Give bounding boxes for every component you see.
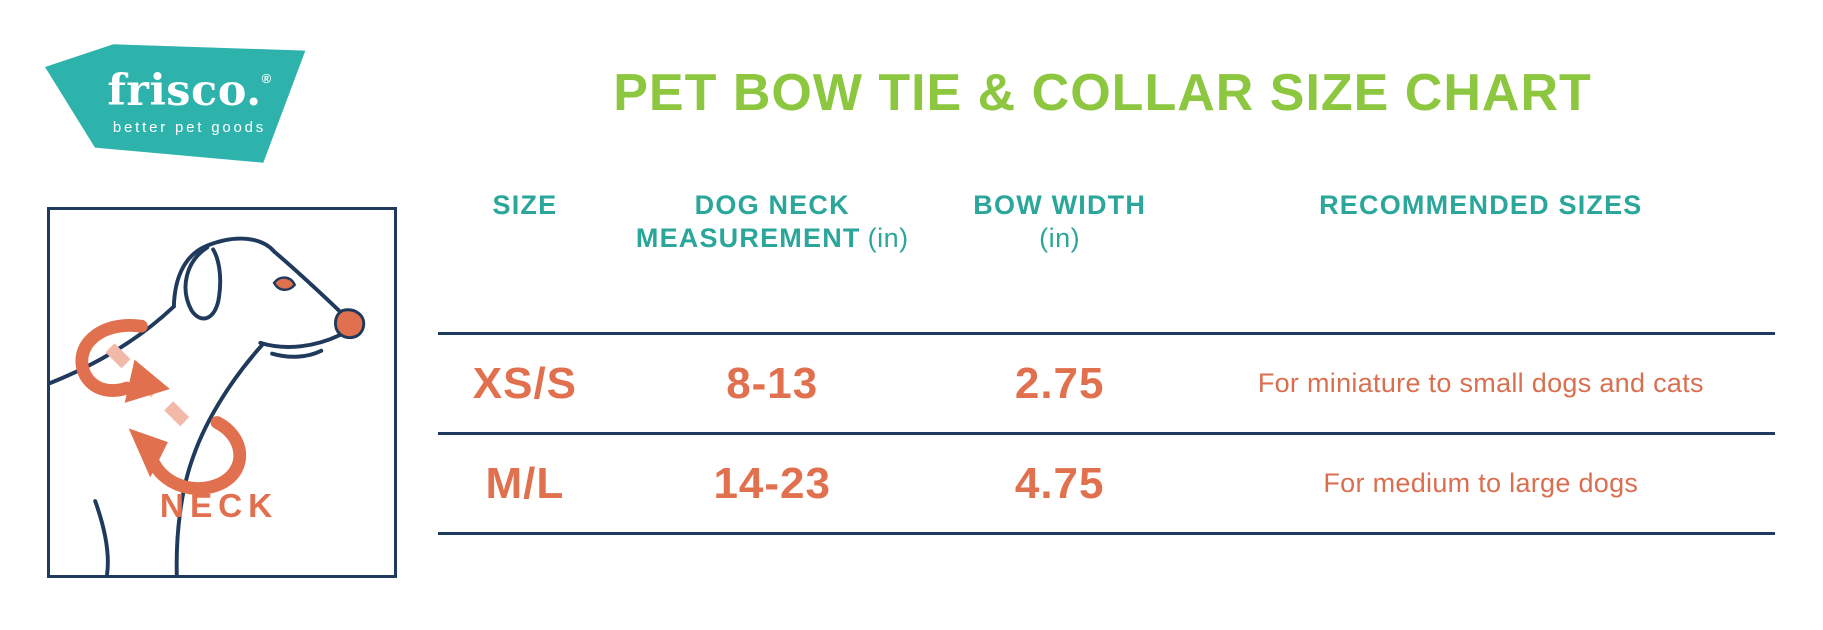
cell-neck-measurement: 8-13 <box>726 358 819 408</box>
cell-neck-measurement: 14-23 <box>713 458 831 508</box>
header-size-line1: SIZE <box>492 190 558 220</box>
measuring-arrow-bottom-arc <box>147 416 247 495</box>
header-neck-line2-bold: MEASUREMENT <box>635 222 861 253</box>
header-recommended-line1: RECOMMENDED SIZES <box>1319 190 1643 220</box>
header-bow-line1: BOW WIDTH <box>973 190 1147 220</box>
header-cell-size: SIZE <box>438 185 612 222</box>
cell-bow-width: 4.75 <box>1014 458 1105 508</box>
neck-label: NECK <box>160 488 278 525</box>
page-title: PET BOW TIE & COLLAR SIZE CHART <box>613 64 1592 122</box>
dog-lip <box>270 348 324 359</box>
dog-chest-line <box>93 499 110 575</box>
header-cell-recommended-sizes: RECOMMENDED SIZES <box>1187 185 1775 222</box>
measuring-arrow-bottom-head <box>128 428 168 478</box>
measuring-arrow-top-head <box>124 359 170 403</box>
dog-nose <box>334 308 366 340</box>
size-chart-table: SIZE DOG NECK MEASUREMENT (in) BOW WIDTH … <box>438 185 1775 535</box>
table-header-row: SIZE DOG NECK MEASUREMENT (in) BOW WIDTH … <box>438 185 1775 332</box>
dog-head-line <box>171 236 351 323</box>
cell-recommended: For medium to large dogs <box>1323 468 1639 498</box>
registered-mark: ® <box>261 71 272 86</box>
dog-back-line <box>50 304 176 386</box>
header-neck-line1: DOG NECK <box>694 190 850 220</box>
cell-size: XS/S <box>472 358 578 408</box>
brand-tagline: better pet goods <box>112 119 267 136</box>
brand-name: frisco.® <box>107 70 271 113</box>
table-row-xs-s: XS/S 8-13 2.75 For miniature to small do… <box>438 332 1775 432</box>
header-neck-unit: (in) <box>867 222 909 253</box>
header-bow-line2: (in) <box>933 222 1187 255</box>
dog-neck-illustration: NECK <box>47 207 397 578</box>
measuring-arrow-top-arc <box>75 318 148 397</box>
cell-bow-width: 2.75 <box>1014 358 1105 408</box>
cell-recommended: For miniature to small dogs and cats <box>1257 368 1704 398</box>
dog-illustration-svg: NECK <box>50 236 366 575</box>
dog-throat-line <box>174 342 265 575</box>
dog-outline <box>50 236 351 575</box>
header-neck-line2: MEASUREMENT (in) <box>612 222 933 255</box>
dog-mouth <box>258 333 342 349</box>
cell-size: M/L <box>485 458 565 508</box>
table-row-m-l: M/L 14-23 4.75 For medium to large dogs <box>438 432 1775 532</box>
dog-eye <box>272 276 297 292</box>
dog-ear <box>183 245 223 321</box>
header-cell-neck-measurement: DOG NECK MEASUREMENT (in) <box>612 185 933 255</box>
table-bottom-rule <box>438 532 1775 535</box>
header-cell-bow-width: BOW WIDTH (in) <box>933 185 1187 255</box>
brand-name-text: frisco. <box>107 66 262 116</box>
header-bow-unit: (in) <box>1039 222 1081 253</box>
frisco-logo-banner: frisco.® better pet goods <box>45 44 306 163</box>
